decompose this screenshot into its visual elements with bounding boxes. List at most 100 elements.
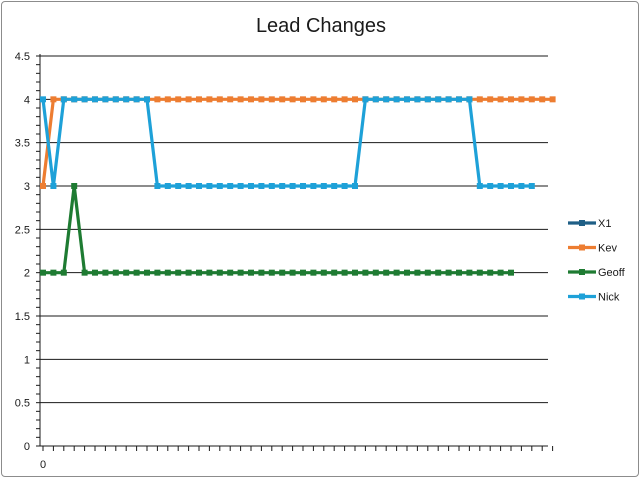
legend-swatch-marker (579, 220, 585, 226)
data-point (102, 269, 109, 276)
data-point (175, 183, 182, 189)
data-point (258, 183, 265, 189)
data-point (508, 183, 514, 189)
y-tick-label: 1 (24, 354, 30, 366)
data-point (352, 96, 358, 103)
y-tick-label: 3.5 (15, 138, 30, 150)
legend: X1 Kev Geoff Nick (568, 218, 626, 304)
y-tick-label: 1.5 (15, 311, 30, 323)
data-point (237, 96, 244, 103)
data-point (144, 269, 150, 276)
data-point (383, 96, 390, 103)
data-point (227, 183, 234, 189)
data-point (362, 269, 369, 276)
data-point (258, 269, 265, 276)
data-point (50, 183, 57, 189)
data-point (258, 96, 265, 103)
data-point (508, 269, 514, 276)
data-point (320, 96, 327, 103)
chart-title: Lead Changes (256, 15, 386, 37)
data-point (154, 96, 161, 103)
legend-swatch-marker (579, 293, 585, 300)
data-point (248, 269, 254, 276)
data-point (456, 96, 462, 103)
data-point (196, 183, 202, 189)
data-point (50, 96, 57, 103)
data-point (404, 269, 410, 276)
data-point (71, 183, 78, 189)
data-point (268, 96, 275, 103)
y-tick-label: 4 (24, 94, 30, 106)
data-point (40, 269, 46, 276)
series-nick (40, 96, 535, 189)
data-point (435, 96, 442, 103)
data-point (341, 269, 348, 276)
data-point (320, 183, 327, 189)
data-point (476, 269, 483, 276)
y-tick-label: 2.5 (15, 224, 30, 236)
series-lines (40, 96, 556, 276)
data-point (352, 183, 358, 189)
legend-label: Nick (598, 292, 620, 304)
data-point (185, 269, 192, 276)
data-point (216, 269, 223, 276)
data-point (206, 269, 213, 276)
data-point (476, 183, 483, 189)
data-point (279, 183, 286, 189)
data-point (445, 96, 452, 103)
data-point (154, 183, 161, 189)
data-point (175, 96, 182, 103)
x-axis-tick-labels: 0 (40, 459, 46, 471)
data-point (279, 269, 286, 276)
legend-item-nick: Nick (568, 292, 620, 304)
data-point (414, 269, 421, 276)
data-point (393, 96, 400, 103)
data-point (196, 96, 202, 103)
data-point (164, 183, 171, 189)
data-point (164, 96, 171, 103)
data-point (320, 269, 327, 276)
data-point (383, 269, 390, 276)
data-point (92, 96, 98, 103)
data-point (248, 96, 254, 103)
data-point (476, 96, 483, 103)
data-point (497, 96, 504, 103)
data-point (112, 96, 119, 103)
data-point (435, 269, 442, 276)
data-point (424, 269, 431, 276)
data-point (196, 269, 202, 276)
data-point (528, 183, 535, 189)
data-point (300, 183, 306, 189)
y-tick-label: 3 (24, 181, 30, 193)
data-point (185, 183, 192, 189)
data-point (487, 269, 494, 276)
data-point (60, 269, 67, 276)
data-point (102, 96, 109, 103)
data-point (123, 96, 130, 103)
data-point (466, 96, 473, 103)
data-point (331, 96, 338, 103)
y-tick-label: 2 (24, 268, 30, 280)
data-point (341, 96, 348, 103)
data-point (518, 96, 525, 103)
data-point (424, 96, 431, 103)
data-point (92, 269, 98, 276)
data-point (123, 269, 130, 276)
legend-label: Kev (598, 243, 617, 255)
data-point (248, 183, 254, 189)
data-point (289, 183, 296, 189)
data-point (216, 183, 223, 189)
data-point (404, 96, 410, 103)
legend-item-kev: Kev (568, 243, 617, 255)
data-point (445, 269, 452, 276)
legend-item-x1: X1 (568, 218, 611, 230)
axes (36, 54, 554, 451)
data-point (372, 96, 379, 103)
data-point (289, 96, 296, 103)
data-point (216, 96, 223, 103)
data-point (227, 96, 234, 103)
legend-label: Geoff (598, 267, 626, 279)
data-point (185, 96, 192, 103)
y-tick-label: 0 (24, 441, 30, 453)
